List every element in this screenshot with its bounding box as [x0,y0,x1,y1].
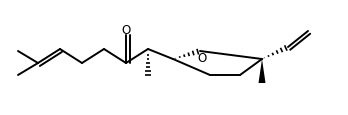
Text: O: O [197,52,207,65]
Polygon shape [259,59,266,83]
Text: O: O [121,23,130,36]
